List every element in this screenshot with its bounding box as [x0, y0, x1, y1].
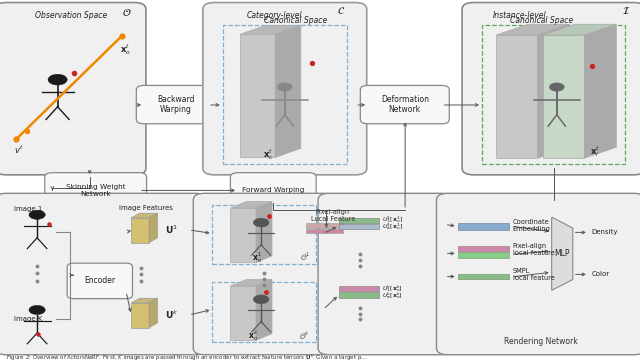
Text: $\mathbf{U}^{1}$: $\mathbf{U}^{1}$	[165, 224, 178, 236]
Polygon shape	[496, 24, 570, 35]
Text: $U_{a}^{1}[\mathbf{x}_{o}^{1}]$: $U_{a}^{1}[\mathbf{x}_{o}^{1}]$	[382, 221, 403, 232]
FancyBboxPatch shape	[339, 286, 379, 291]
FancyBboxPatch shape	[339, 292, 379, 298]
Text: $\mathbf{x}_{o}^{t}$: $\mathbf{x}_{o}^{t}$	[120, 42, 131, 58]
Circle shape	[277, 83, 292, 91]
FancyBboxPatch shape	[306, 229, 343, 233]
Text: $\mathcal{O}^{1}$: $\mathcal{O}^{1}$	[300, 251, 310, 263]
Text: Coordinate
Embedding: Coordinate Embedding	[513, 219, 550, 232]
Polygon shape	[584, 24, 616, 158]
Text: $\mathcal{O}$: $\mathcal{O}$	[122, 7, 131, 18]
Text: $\mathbf{U}^{k}$: $\mathbf{U}^{k}$	[165, 309, 179, 321]
Circle shape	[48, 74, 67, 85]
Text: $\mathbf{x}_{i}^{t}$: $\mathbf{x}_{i}^{t}$	[590, 144, 600, 160]
Polygon shape	[230, 202, 272, 208]
Bar	[223, 25, 347, 164]
Text: Pixel-align
Local Feature: Pixel-align Local Feature	[310, 209, 355, 222]
Text: Backward
Warping: Backward Warping	[157, 95, 195, 114]
Polygon shape	[275, 25, 301, 157]
Text: Pixel-align
local feature: Pixel-align local feature	[513, 243, 554, 256]
Text: Density: Density	[591, 230, 618, 235]
FancyBboxPatch shape	[458, 252, 509, 258]
Polygon shape	[543, 35, 584, 158]
Text: MLP: MLP	[554, 249, 570, 258]
FancyBboxPatch shape	[339, 218, 379, 223]
Bar	[482, 25, 625, 164]
Polygon shape	[149, 213, 157, 243]
FancyBboxPatch shape	[458, 246, 509, 252]
FancyBboxPatch shape	[306, 223, 343, 228]
Polygon shape	[256, 279, 272, 340]
FancyBboxPatch shape	[230, 173, 316, 208]
FancyBboxPatch shape	[136, 85, 216, 124]
Bar	[212, 205, 316, 264]
Circle shape	[549, 83, 564, 91]
Polygon shape	[240, 25, 301, 34]
Text: $\mathcal{C}$: $\mathcal{C}$	[337, 5, 345, 16]
Text: Figure 2: Overview of ActorsNeRF. First, $K$ images are passed through an encode: Figure 2: Overview of ActorsNeRF. First,…	[6, 353, 368, 362]
Text: $\mathbf{x}_{o}^{k}$: $\mathbf{x}_{o}^{k}$	[248, 328, 258, 343]
Polygon shape	[256, 202, 272, 262]
Circle shape	[253, 295, 269, 304]
FancyBboxPatch shape	[339, 224, 379, 229]
Text: $U_{a}^{k}[\mathbf{x}_{o}^{k}]$: $U_{a}^{k}[\mathbf{x}_{o}^{k}]$	[382, 290, 403, 301]
Bar	[212, 282, 316, 342]
FancyBboxPatch shape	[0, 3, 146, 175]
Polygon shape	[552, 217, 573, 290]
Polygon shape	[131, 218, 149, 243]
Text: $U_{1}^{k}[\mathbf{x}_{o}^{k}]$: $U_{1}^{k}[\mathbf{x}_{o}^{k}]$	[382, 283, 403, 294]
Text: Color: Color	[591, 272, 609, 277]
FancyBboxPatch shape	[318, 193, 453, 355]
Polygon shape	[230, 208, 256, 262]
FancyBboxPatch shape	[458, 274, 509, 279]
Polygon shape	[230, 279, 272, 286]
FancyBboxPatch shape	[0, 193, 207, 355]
Text: $v^{t}$: $v^{t}$	[14, 144, 24, 156]
Text: Image K: Image K	[14, 316, 42, 321]
FancyBboxPatch shape	[360, 85, 449, 124]
Text: Canonical Space: Canonical Space	[510, 17, 573, 25]
Text: Category-level: Category-level	[246, 11, 302, 20]
Text: Skinning Weight
Network: Skinning Weight Network	[66, 184, 125, 197]
Text: $\mathcal{O}^{k}$: $\mathcal{O}^{k}$	[300, 329, 310, 342]
Text: Rendering Network: Rendering Network	[504, 337, 578, 345]
Text: Observation Space: Observation Space	[35, 11, 108, 20]
Polygon shape	[149, 298, 157, 328]
Polygon shape	[131, 213, 157, 218]
Text: $\mathcal{I}$: $\mathcal{I}$	[622, 5, 630, 16]
Polygon shape	[240, 34, 275, 157]
Text: Canonical Space: Canonical Space	[264, 17, 327, 25]
FancyBboxPatch shape	[203, 3, 367, 175]
Text: SMPL
local feature: SMPL local feature	[513, 268, 554, 281]
Polygon shape	[496, 35, 538, 158]
Polygon shape	[131, 303, 149, 328]
Text: $\mathbf{x}_{c}^{t}$: $\mathbf{x}_{c}^{t}$	[264, 147, 274, 162]
FancyBboxPatch shape	[45, 173, 147, 208]
Text: $U_{1}^{1}[\mathbf{x}_{o}^{1}]$: $U_{1}^{1}[\mathbf{x}_{o}^{1}]$	[382, 214, 403, 225]
Text: Image Features: Image Features	[119, 205, 173, 211]
FancyBboxPatch shape	[462, 3, 640, 175]
Text: $\mathbf{x}_{o}^{1}$: $\mathbf{x}_{o}^{1}$	[252, 250, 262, 265]
Polygon shape	[230, 286, 256, 340]
Circle shape	[253, 218, 269, 227]
Text: Encoder: Encoder	[84, 277, 115, 285]
Polygon shape	[543, 24, 616, 35]
Text: Instance-level: Instance-level	[493, 11, 547, 20]
Circle shape	[29, 306, 45, 315]
FancyBboxPatch shape	[458, 223, 509, 230]
Polygon shape	[538, 24, 570, 158]
FancyBboxPatch shape	[436, 193, 640, 355]
Circle shape	[29, 210, 45, 219]
FancyBboxPatch shape	[193, 193, 335, 355]
FancyBboxPatch shape	[67, 263, 132, 299]
Text: Deformation
Network: Deformation Network	[381, 95, 429, 114]
Polygon shape	[131, 298, 157, 303]
Text: Image 1: Image 1	[14, 206, 42, 212]
Text: Forward Warping: Forward Warping	[242, 187, 305, 193]
